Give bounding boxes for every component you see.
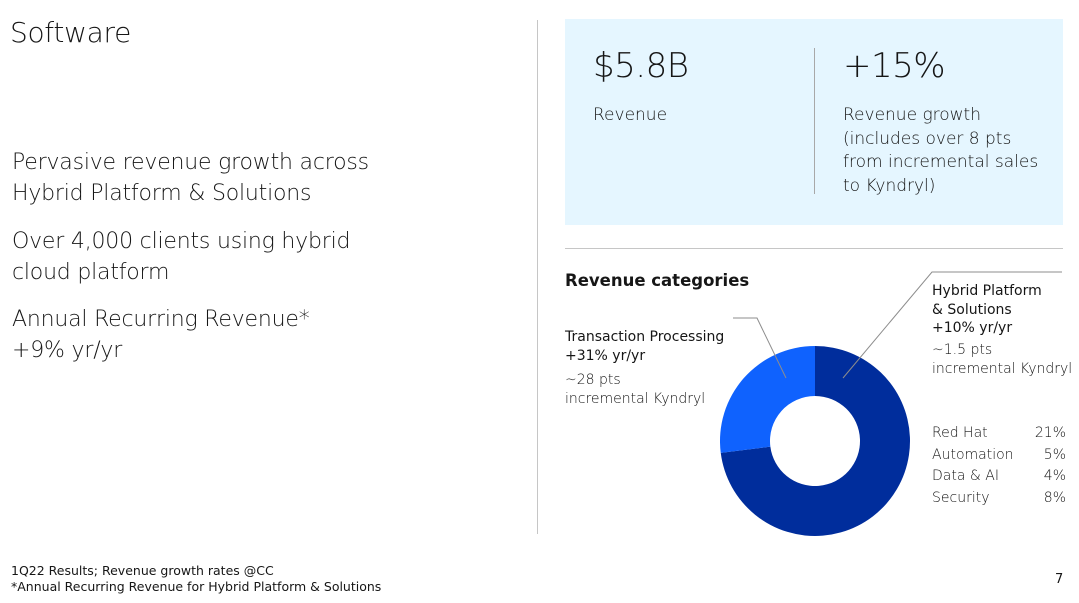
- bullet-line: Annual Recurring Revenue*: [12, 307, 310, 332]
- page-number: 7: [1055, 572, 1064, 587]
- annotation-detail-line: incremental Kyndryl: [932, 360, 1073, 377]
- vertical-divider: [537, 20, 538, 534]
- annotation-line: +31% yr/yr: [565, 347, 646, 364]
- subcategory-value: 4%: [1043, 468, 1066, 484]
- kpi-growth-value: +15%: [843, 46, 946, 86]
- annotation-line: +10% yr/yr: [932, 320, 1013, 336]
- kpi-revenue-value: $5.8B: [593, 46, 689, 86]
- subcategory-name: Data & AI: [932, 468, 999, 484]
- bullet-line: Over 4,000 clients using hybrid: [12, 229, 351, 254]
- subcategory-row: Security 8%: [932, 488, 1066, 510]
- subcategory-row: Automation 5%: [932, 445, 1066, 467]
- annotation-detail-line: incremental Kyndryl: [565, 390, 706, 407]
- subcategory-name: Red Hat: [932, 425, 988, 441]
- subcategory-value: 8%: [1043, 490, 1066, 506]
- kpi-growth-label: Revenue growth (includes over 8 pts from…: [843, 104, 1038, 198]
- kpi-growth-label-line: from incremental sales: [843, 152, 1039, 172]
- annotation-line: & Solutions: [932, 301, 1012, 318]
- kpi-revenue-label: Revenue: [593, 105, 668, 125]
- annotation-line: Hybrid Platform: [932, 283, 1042, 299]
- bullet-line: Pervasive revenue growth across: [12, 150, 369, 175]
- donut-slice-transaction-processing: [720, 346, 815, 453]
- annotation-hybrid-platform-detail: ~1.5 pts incremental Kyndryl: [932, 341, 1072, 378]
- page-title: Software: [10, 16, 132, 49]
- subcategory-name: Automation: [932, 447, 1014, 463]
- bullet-revenue-growth: Pervasive revenue growth across Hybrid P…: [12, 147, 369, 209]
- donut-slice-hybrid-platform-solutions: [720, 346, 911, 536]
- subcategory-row: Data & AI 4%: [932, 466, 1066, 488]
- annotation-detail-line: ~28 pts: [565, 372, 621, 388]
- annotation-transaction-processing-detail: ~28 pts incremental Kyndryl: [565, 371, 705, 408]
- annotation-detail-line: ~1.5 pts: [932, 342, 993, 358]
- chart-title: Revenue categories: [565, 271, 750, 290]
- kpi-growth-label-line: (includes over 8 pts: [843, 128, 1012, 149]
- footnote: 1Q22 Results; Revenue growth rates @CC: [11, 563, 274, 578]
- horizontal-divider: [565, 248, 1063, 249]
- kpi-growth-label-line: to Kyndryl): [843, 175, 936, 196]
- annotation-line: Transaction Processing: [565, 329, 725, 345]
- leader-line-transaction-processing: [733, 317, 787, 379]
- bullet-arr: Annual Recurring Revenue* +9% yr/yr: [12, 304, 310, 366]
- bullet-line: cloud platform: [12, 260, 170, 285]
- subcategory-name: Security: [932, 490, 990, 506]
- bullet-line: Hybrid Platform & Solutions: [12, 181, 312, 206]
- leader-line-hybrid-platform: [842, 271, 1062, 379]
- annotation-hybrid-platform: Hybrid Platform & Solutions +10% yr/yr: [932, 282, 1042, 338]
- annotation-transaction-processing: Transaction Processing +31% yr/yr: [565, 328, 724, 365]
- subcategory-row: Red Hat 21%: [932, 423, 1066, 445]
- kpi-separator: [814, 48, 815, 194]
- bullet-line: +9% yr/yr: [12, 338, 123, 363]
- footnote: *Annual Recurring Revenue for Hybrid Pla…: [11, 579, 382, 594]
- bullet-clients: Over 4,000 clients using hybrid cloud pl…: [12, 226, 350, 288]
- subcategory-value: 5%: [1043, 447, 1066, 463]
- kpi-growth-label-line: Revenue growth: [843, 105, 982, 125]
- subcategory-value: 21%: [1034, 425, 1066, 441]
